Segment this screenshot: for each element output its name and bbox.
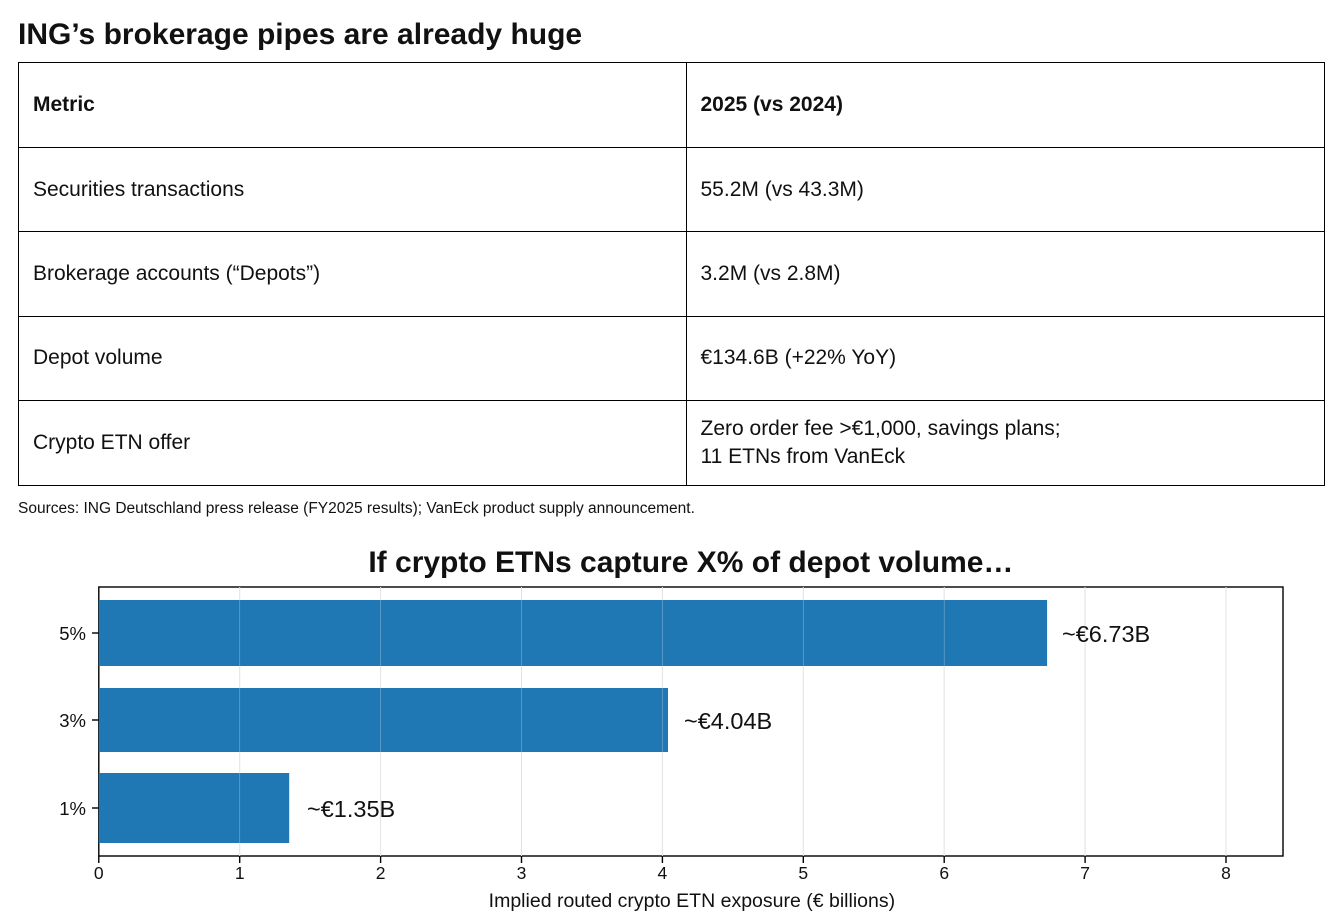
svg-text:3: 3 [517,863,527,883]
svg-text:~€6.73B: ~€6.73B [1062,621,1150,647]
svg-text:5%: 5% [59,623,86,644]
svg-text:6: 6 [939,863,949,883]
svg-text:5: 5 [798,863,808,883]
svg-text:~€1.35B: ~€1.35B [307,796,395,822]
svg-text:2: 2 [376,863,386,883]
svg-text:1: 1 [235,863,245,883]
svg-text:1%: 1% [59,798,86,819]
svg-text:7: 7 [1080,863,1090,883]
svg-text:8: 8 [1221,863,1231,883]
svg-text:~€4.04B: ~€4.04B [684,708,772,734]
svg-text:4: 4 [658,863,668,883]
svg-text:0: 0 [94,863,104,883]
svg-text:3%: 3% [59,710,86,731]
svg-text:Implied routed crypto ETN expo: Implied routed crypto ETN exposure (€ bi… [489,890,895,912]
